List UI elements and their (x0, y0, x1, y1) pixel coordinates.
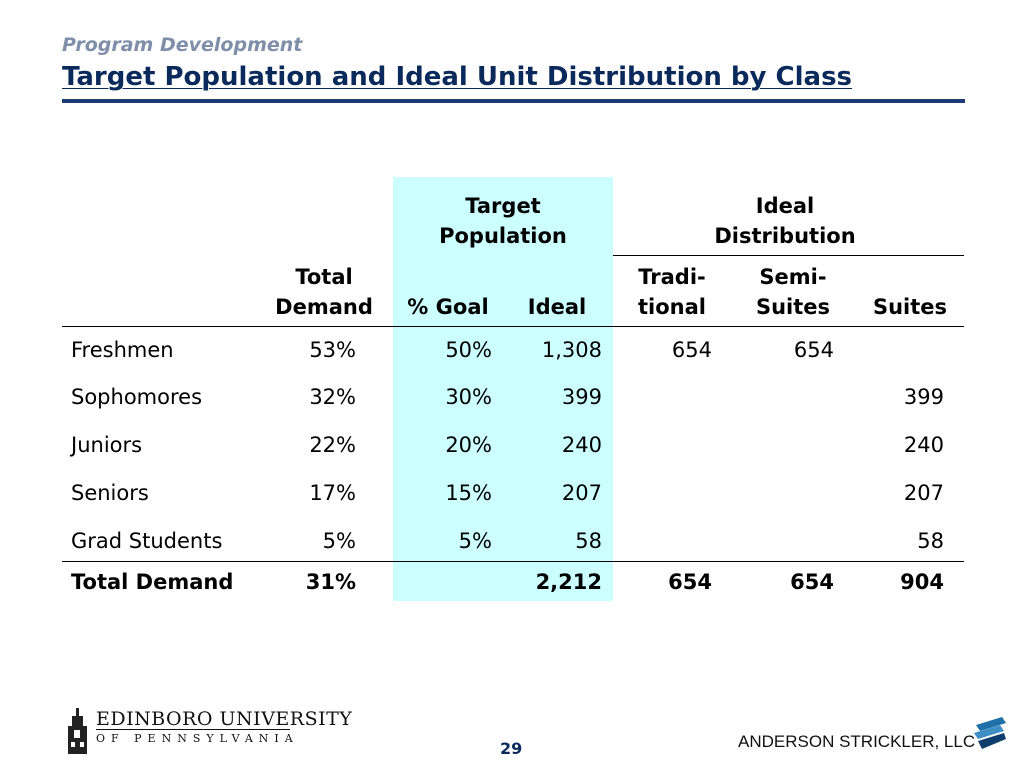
cell-suites: 207 (903, 481, 944, 505)
row-label: Freshmen (71, 338, 174, 362)
header-suites: Suites (872, 295, 948, 319)
cell-suites: 58 (917, 529, 944, 553)
cell-ideal: 399 (561, 385, 602, 409)
cell-suites: 399 (903, 385, 944, 409)
cell-ideal: 207 (561, 481, 602, 505)
cell-traditional: 654 (671, 338, 712, 362)
total-traditional: 654 (668, 570, 712, 594)
header-target-population: Target Population (439, 194, 567, 248)
cell-goal: 50% (445, 338, 492, 362)
total-ideal: 2,212 (535, 570, 602, 594)
header-divider-line (613, 255, 964, 256)
university-subtitle: OF PENNSYLVANIA (96, 732, 299, 745)
row-label: Sophomores (71, 385, 203, 409)
header-ideal-distribution: Ideal Distribution (714, 194, 856, 248)
cell-goal: 15% (445, 481, 492, 505)
total-row-label: Total Demand (71, 570, 234, 594)
anderson-strickler-logo-icon (974, 717, 1006, 749)
cell-suites: 240 (903, 433, 944, 457)
university-name: EDINBORO UNIVERSITY (96, 708, 353, 730)
total-suites: 904 (900, 570, 944, 594)
header-total-demand-2: Demand (275, 295, 373, 319)
total-row-line (62, 561, 964, 562)
header-ideal: Ideal (527, 295, 587, 319)
target-population-band (393, 177, 613, 601)
row-label: Juniors (71, 433, 143, 457)
page-number: 29 (500, 739, 523, 758)
header-total-demand-1: Total (295, 265, 353, 289)
slide-subtitle: Program Development (62, 34, 303, 56)
slide-title: Target Population and Ideal Unit Distrib… (62, 62, 853, 92)
cell-goal: 5% (458, 529, 492, 553)
cell-total-demand: 22% (309, 433, 356, 457)
company-name: ANDERSON STRICKLER, LLC (738, 732, 976, 751)
cell-ideal: 240 (561, 433, 602, 457)
row-label: Grad Students (71, 529, 223, 553)
row-label: Seniors (71, 481, 149, 505)
edinboro-crest-icon (68, 708, 87, 754)
header-traditional-2: tional (638, 295, 706, 319)
university-divider (96, 729, 290, 730)
cell-total-demand: 32% (309, 385, 356, 409)
cell-ideal: 1,308 (541, 338, 602, 362)
header-semi-suites-2: Suites (755, 295, 831, 319)
cell-ideal: 58 (575, 529, 602, 553)
cell-total-demand: 5% (322, 529, 356, 553)
header-traditional-1: Tradi- (638, 265, 706, 289)
cell-goal: 20% (445, 433, 492, 457)
title-divider (62, 99, 965, 103)
cell-semi-suites: 654 (793, 338, 834, 362)
cell-goal: 30% (445, 385, 492, 409)
header-bottom-line (62, 326, 964, 327)
total-total-demand: 31% (305, 570, 356, 594)
cell-total-demand: 53% (309, 338, 356, 362)
total-semi-suites: 654 (790, 570, 834, 594)
header-semi-suites-1: Semi- (759, 265, 827, 289)
header-goal: % Goal (407, 295, 489, 319)
cell-total-demand: 17% (309, 481, 356, 505)
